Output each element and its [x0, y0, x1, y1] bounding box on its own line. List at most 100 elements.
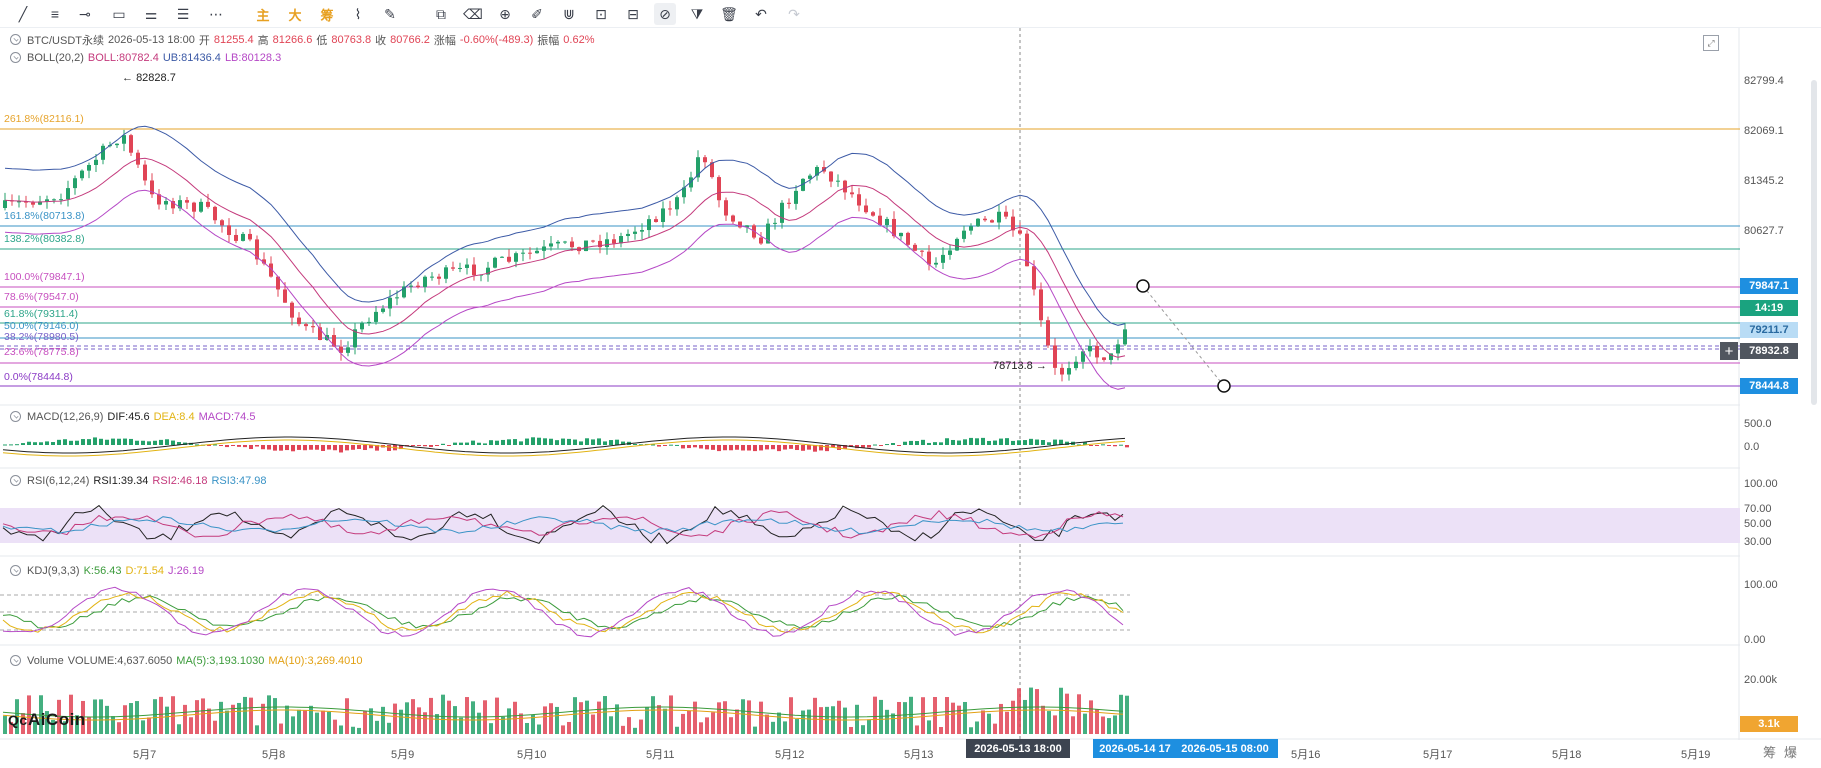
candle-body — [871, 212, 875, 216]
macd-histogram-bar — [837, 445, 841, 450]
horizontal-lines-tool-icon[interactable]: ≡ — [50, 6, 60, 22]
candle-body — [241, 233, 245, 241]
candle-body — [255, 239, 259, 260]
candle-body — [885, 218, 889, 226]
eye-icon[interactable] — [10, 565, 21, 576]
candle-body — [248, 233, 252, 240]
rectangle-tool-icon[interactable]: ▭ — [112, 5, 126, 22]
macd-dea-line — [2, 439, 1126, 457]
volume-bar — [705, 717, 709, 734]
trash-icon[interactable]: 🗑 — [720, 5, 738, 22]
volume-bar — [321, 710, 325, 734]
link-drawing-icon[interactable]: ⊘ — [654, 3, 676, 25]
volume-bar — [81, 700, 85, 734]
eye-icon[interactable] — [10, 475, 21, 486]
fib-label-50: 50.0%(79146.0) — [4, 320, 79, 332]
eye-icon[interactable] — [10, 655, 21, 666]
macd-histogram-bar — [669, 444, 673, 446]
fib-label-261-8: 261.8%(82116.1) — [4, 113, 84, 125]
liquidation-corner-button[interactable]: 爆 — [1784, 745, 1798, 760]
macd-histogram-bar — [729, 445, 733, 451]
high-value: 81266.6 — [272, 33, 313, 46]
lock-icon[interactable]: ⊡ — [595, 5, 607, 22]
volume-bar — [885, 709, 889, 734]
eraser-icon[interactable]: ⌫ — [463, 5, 483, 22]
candle-body — [395, 297, 399, 299]
trend-line-tool-icon[interactable]: ╱ — [18, 5, 28, 22]
chip-distribution-button[interactable]: 筹 — [320, 7, 334, 23]
volume-indicator-name[interactable]: Volume — [27, 654, 64, 667]
filter-icon[interactable]: ⧩ — [690, 5, 704, 22]
macd-histogram-bar — [315, 445, 319, 450]
volume-bar — [597, 701, 601, 734]
zoom-in-icon[interactable]: ⊕ — [499, 5, 511, 22]
macd-histogram-bar — [783, 445, 787, 450]
macd-histogram-bar — [909, 440, 913, 445]
candle-body — [171, 201, 175, 209]
volume-bar — [843, 707, 847, 734]
volume-bar — [909, 696, 913, 734]
magnet-icon[interactable]: ⋓ — [563, 5, 575, 22]
macd-histogram-bar — [873, 444, 877, 446]
add-alert-plus-button[interactable]: + — [1720, 342, 1738, 360]
copy-icon[interactable]: ⧉ — [436, 5, 446, 22]
candle-body — [535, 250, 539, 254]
macd-histogram-bar — [333, 445, 337, 451]
main-chart-button[interactable]: 主 — [256, 7, 270, 23]
price-scrollbar[interactable] — [1811, 80, 1817, 405]
macd-histogram-bar — [633, 443, 637, 445]
volume-bar — [1065, 693, 1069, 734]
candle-body — [339, 346, 343, 353]
parallel-channel-tool-icon[interactable]: ☰ — [176, 5, 190, 22]
fib-levels-tool-icon[interactable]: ⚌ — [144, 5, 158, 22]
candle-body — [430, 276, 434, 278]
redo-icon[interactable]: ↷ — [788, 5, 800, 22]
candle-body — [843, 180, 847, 193]
eye-icon[interactable] — [10, 411, 21, 422]
symbol-pair[interactable]: BTC/USDT永续 — [27, 34, 104, 47]
macd-histogram-bar — [33, 442, 37, 445]
volume-bar — [171, 696, 175, 734]
candle-body — [941, 254, 945, 263]
macd-histogram-bar — [891, 443, 895, 445]
chart-canvas[interactable] — [0, 28, 1821, 768]
large-order-button[interactable]: 大 — [288, 7, 302, 23]
projection-end-handle — [1217, 379, 1231, 393]
macd-histogram-bar — [555, 440, 559, 445]
candle-body — [444, 267, 448, 279]
candle-body — [353, 329, 357, 348]
macd-histogram-bar — [363, 445, 367, 451]
fullscreen-icon[interactable]: ⤢ — [1703, 35, 1719, 51]
macd-histogram-bar — [1017, 440, 1021, 445]
kdj-indicator-name[interactable]: KDJ(9,3,3) — [27, 564, 80, 577]
macd-histogram-bar — [867, 445, 871, 448]
candle-body — [423, 276, 427, 288]
visibility-toggle-icon[interactable]: ⊟ — [627, 5, 639, 22]
highlighter-icon[interactable]: ✐ — [531, 5, 543, 22]
macd-histogram-bar — [441, 443, 445, 445]
eye-icon[interactable] — [10, 34, 21, 45]
undo-icon[interactable]: ↶ — [755, 5, 767, 22]
rsi-axis-label: 100.00 — [1744, 478, 1778, 490]
candle-body — [983, 218, 987, 221]
macd-histogram-bar — [735, 445, 739, 450]
rsi-indicator-name[interactable]: RSI(6,12,24) — [27, 474, 90, 487]
boll-indicator-name[interactable]: BOLL(20,2) — [27, 51, 84, 64]
macd-axis-label: 500.0 — [1744, 418, 1772, 430]
candle-body — [899, 232, 903, 237]
volume-bar — [753, 726, 757, 734]
more-tools-icon[interactable]: ⋯ — [209, 5, 223, 22]
pattern-tool-icon[interactable]: ⌇ — [354, 5, 362, 22]
chip-corner-button[interactable]: 筹 — [1763, 745, 1777, 760]
candle-body — [759, 237, 763, 244]
ray-tool-icon[interactable]: ⊸ — [79, 5, 91, 22]
eye-icon[interactable] — [10, 52, 21, 63]
kdj-line — [2, 594, 1124, 630]
macd-histogram-bar — [207, 445, 211, 446]
low-marker-label: 78713.8 → — [993, 360, 1047, 372]
volume-bar — [165, 706, 169, 734]
brush-tool-icon[interactable]: ✎ — [384, 5, 396, 22]
macd-histogram-bar — [237, 445, 241, 447]
candle-body — [1095, 345, 1099, 358]
macd-indicator-name[interactable]: MACD(12,26,9) — [27, 410, 104, 423]
